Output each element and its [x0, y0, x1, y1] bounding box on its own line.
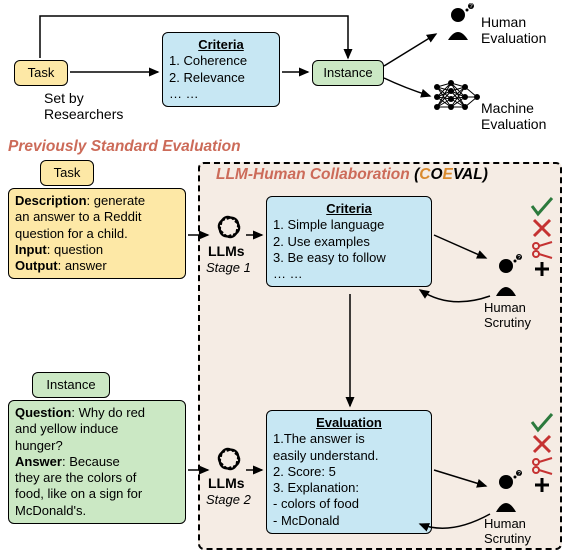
bottom-connectors	[0, 0, 574, 560]
